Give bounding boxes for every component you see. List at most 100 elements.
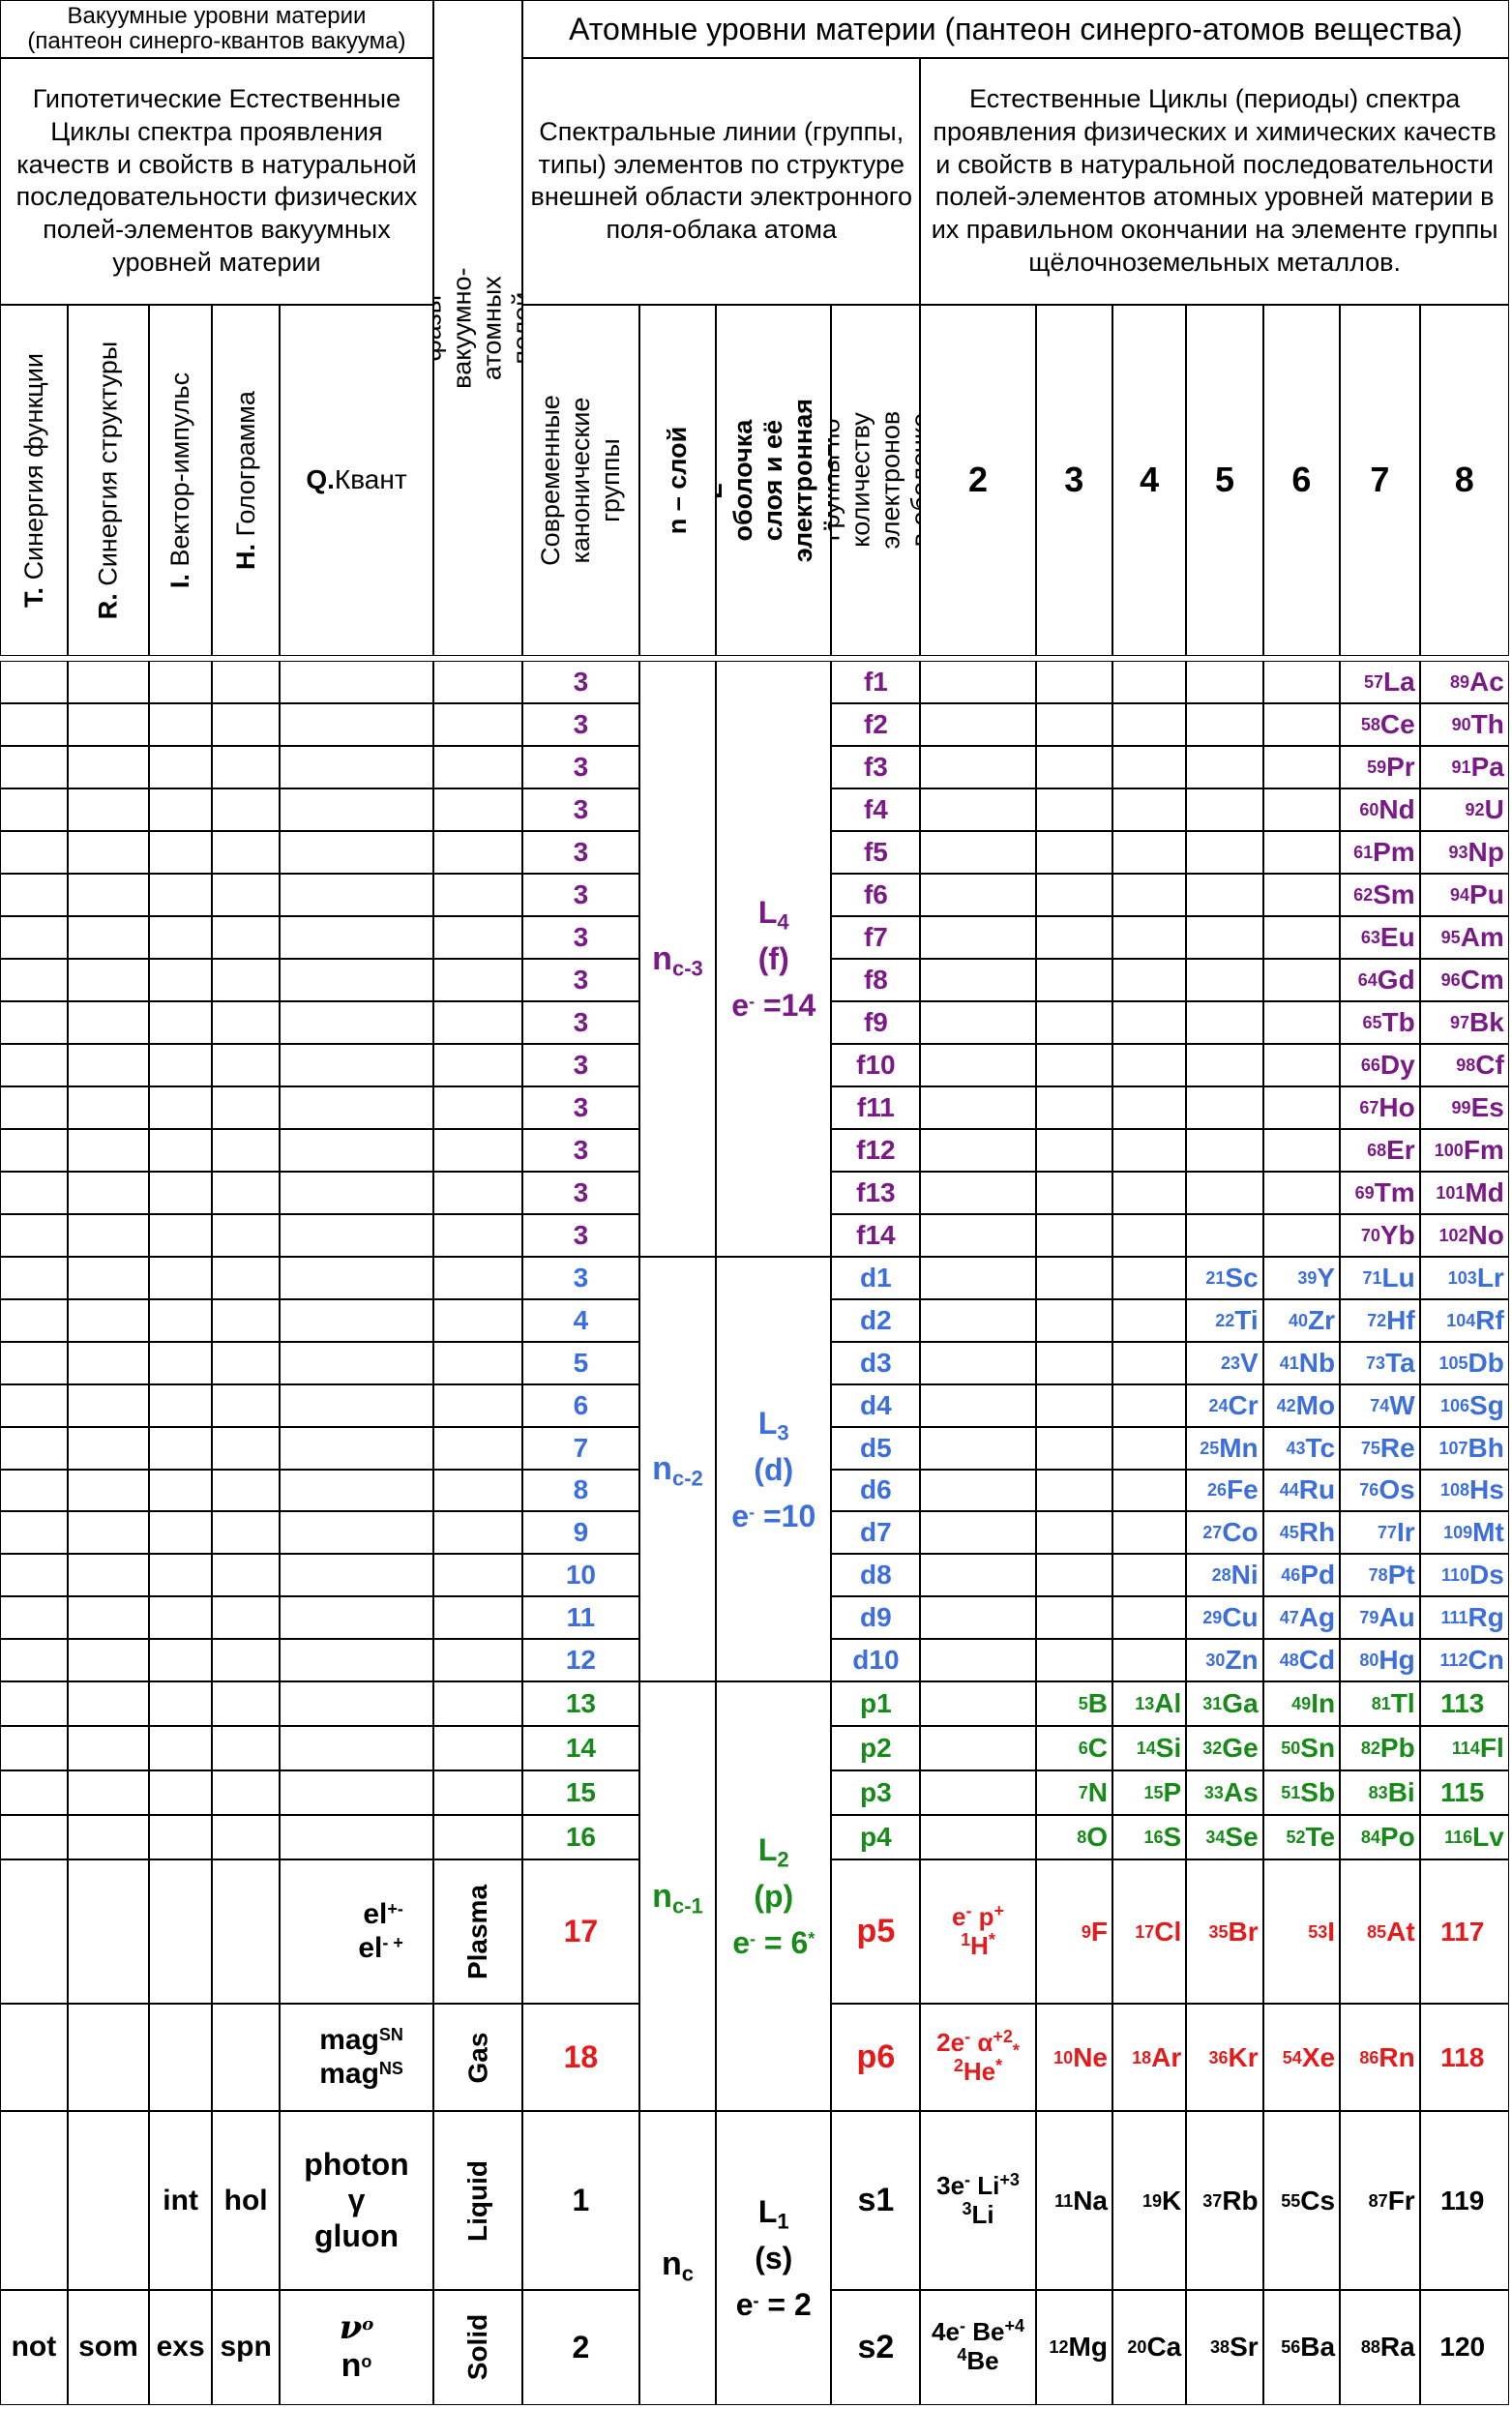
f-row-2-sub: f2 xyxy=(831,703,921,747)
col-header-h: H. Голограмма xyxy=(212,304,281,657)
f-row-3-empty-5 xyxy=(432,746,523,789)
period-number: 2 xyxy=(968,460,989,500)
f-row-14-sub: f14 xyxy=(831,1214,921,1258)
f-row-4-empty-3 xyxy=(212,788,281,832)
d-row-8-p5: 28 Ni xyxy=(1186,1554,1263,1597)
element-symbol: Pb xyxy=(1379,1732,1415,1763)
d-row-1-empty-10 xyxy=(920,1257,1036,1300)
f-row-6-empty-4 xyxy=(280,874,433,917)
element-symbol: Fl xyxy=(1479,1732,1504,1763)
f-row-9-empty-13 xyxy=(1186,1001,1263,1045)
period-number: 7 xyxy=(1370,460,1390,500)
f-row-14-sub-text: f14 xyxy=(856,1220,896,1251)
f-row-11-empty-13 xyxy=(1186,1086,1263,1130)
f-row-12-empty-1 xyxy=(67,1129,150,1173)
liquid-row-i: int xyxy=(149,2111,213,2290)
f-row-9-sub-text: f9 xyxy=(863,1007,888,1038)
f-row-6-empty-2 xyxy=(149,874,213,917)
f-row-1-sub: f1 xyxy=(831,661,921,704)
element-symbol: Lu xyxy=(1381,1263,1415,1294)
element-symbol: Br xyxy=(1228,1916,1259,1947)
d-row-10-sub-text: d10 xyxy=(852,1644,900,1675)
f-row-12-empty-4 xyxy=(280,1129,433,1173)
plasma-row-phase: Plasma xyxy=(432,1859,523,2005)
plasma-row-p4: 17 Cl xyxy=(1112,1859,1187,2005)
element-symbol: C xyxy=(1087,1732,1108,1763)
d-row-7-sub: d7 xyxy=(831,1511,921,1555)
element-symbol: W xyxy=(1389,1389,1415,1420)
d-row-9-empty-3 xyxy=(212,1596,281,1639)
f-row-4-empty-1 xyxy=(67,788,150,832)
layer-l-name: L1 xyxy=(757,2194,789,2234)
period-number: 5 xyxy=(1214,460,1234,500)
f-row-6-p8: 94 Pu xyxy=(1419,874,1509,917)
f-row-14-empty-5 xyxy=(432,1214,523,1258)
f-row-7-group-text: 3 xyxy=(573,922,589,953)
f-row-8-empty-5 xyxy=(432,959,523,1002)
d-row-8-sub-text: d8 xyxy=(860,1560,892,1591)
element-symbol: Si xyxy=(1155,1732,1182,1763)
element-symbol: Zn xyxy=(1225,1644,1259,1675)
liquid-row-i-text: int xyxy=(163,2184,198,2216)
d-row-4-p7: 74 W xyxy=(1340,1383,1420,1427)
aggregate-phases-header-label: Агрегатные фазы вакуумно-атомных полей м… xyxy=(434,258,521,397)
f-row-4-empty-13 xyxy=(1186,788,1263,832)
gas-row-p7: 86 Rn xyxy=(1340,2004,1420,2112)
d-row-1-p6: 39 Y xyxy=(1262,1257,1341,1300)
element-symbol: Mn xyxy=(1219,1432,1259,1463)
d-row-9-p6: 47 Ag xyxy=(1262,1596,1341,1639)
d-row-10-empty-5 xyxy=(432,1638,523,1681)
f-row-12-empty-14 xyxy=(1262,1129,1341,1173)
d-row-9-empty-4 xyxy=(280,1596,433,1639)
d-row-1-group-text: 3 xyxy=(573,1263,589,1294)
solid-row-h-text: spn xyxy=(220,2331,272,2364)
f-row-10-sub: f10 xyxy=(831,1044,921,1087)
p-row-3-empty-2 xyxy=(149,1770,213,1815)
element-symbol: At xyxy=(1386,1916,1415,1947)
f-row-5-empty-1 xyxy=(67,831,150,875)
f-row-14-p7: 70 Yb xyxy=(1340,1214,1420,1258)
d-row-10-p7: 80 Hg xyxy=(1340,1638,1420,1681)
d-row-7-empty-0 xyxy=(0,1511,68,1555)
d-row-5-p7: 75 Re xyxy=(1340,1426,1420,1470)
f-row-3-empty-13 xyxy=(1186,746,1263,789)
col-header-l: L – оболочка слоя и её электронная ёмкос… xyxy=(716,304,832,657)
element-symbol: Se xyxy=(1225,1821,1259,1852)
f-row-12-empty-13 xyxy=(1186,1129,1263,1173)
d-row-4-empty-1 xyxy=(67,1383,150,1427)
f-row-8-empty-2 xyxy=(149,959,213,1002)
d-row-5-p8: 107 Bh xyxy=(1419,1426,1509,1470)
f-row-13-empty-12 xyxy=(1112,1172,1187,1215)
element-symbol: Sn xyxy=(1300,1732,1336,1763)
element-symbol: Pd xyxy=(1300,1560,1336,1591)
element-symbol: Hg xyxy=(1379,1644,1415,1675)
element-symbol: 117 xyxy=(1440,1916,1485,1947)
gas-row-group: 18 xyxy=(522,2004,639,2112)
liquid-row-t xyxy=(0,2111,68,2290)
element-symbol: O xyxy=(1086,1821,1108,1852)
f-row-11-empty-2 xyxy=(149,1086,213,1130)
quant-stack: photon γ gluon xyxy=(304,2147,408,2253)
element-symbol: Nb xyxy=(1298,1347,1336,1378)
f-row-13-empty-0 xyxy=(0,1172,68,1215)
f-row-1-p7: 57 La xyxy=(1340,661,1420,704)
vacuum-levels-title: Вакуумные уровни материи (пантеон синерг… xyxy=(0,0,433,59)
layer-n-label: nc-2 xyxy=(652,1450,703,1491)
p-row-3-p4: 15 P xyxy=(1112,1770,1187,1815)
f-row-3-empty-12 xyxy=(1112,746,1187,789)
quant-stack: magSN magNS xyxy=(319,2024,403,2090)
f-row-3-empty-2 xyxy=(149,746,213,789)
f-row-4-empty-0 xyxy=(0,788,68,832)
p-row-2-p6: 50 Sn xyxy=(1262,1725,1341,1770)
f-row-9-empty-5 xyxy=(432,1001,523,1045)
col-label-n: n – слой xyxy=(662,426,692,535)
period-number: 6 xyxy=(1291,460,1312,500)
gas-row-p2: 2e- α+2* 2He* xyxy=(920,2004,1036,2112)
d-row-1-p8: 103 Lr xyxy=(1419,1257,1509,1300)
d-row-6-group-text: 8 xyxy=(573,1474,589,1505)
quant-stack: el+- el- + xyxy=(358,1898,403,1964)
element-symbol: Cm xyxy=(1460,965,1504,996)
f-row-5-empty-13 xyxy=(1186,831,1263,875)
element-symbol: K xyxy=(1162,2185,1182,2216)
